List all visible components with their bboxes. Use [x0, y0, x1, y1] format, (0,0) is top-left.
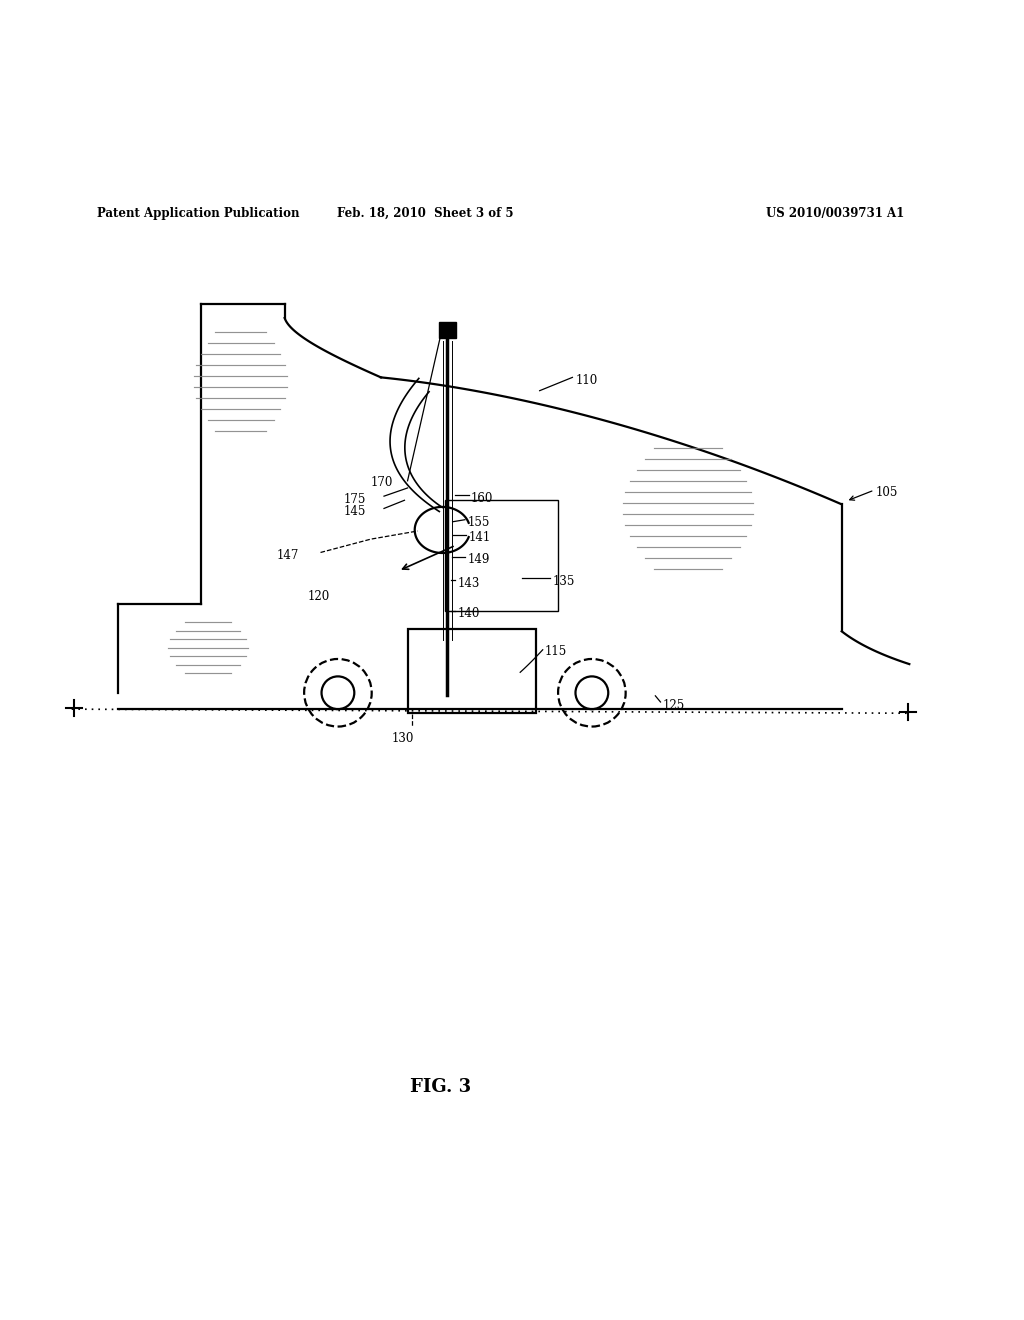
- Text: US 2010/0039731 A1: US 2010/0039731 A1: [766, 207, 904, 220]
- Text: 141: 141: [469, 531, 492, 544]
- Text: 143: 143: [458, 577, 480, 590]
- Text: 120: 120: [307, 590, 330, 603]
- Bar: [439, 322, 456, 338]
- Text: 170: 170: [371, 477, 393, 490]
- Text: 145: 145: [344, 506, 367, 517]
- Bar: [408, 630, 536, 713]
- Text: Feb. 18, 2010  Sheet 3 of 5: Feb. 18, 2010 Sheet 3 of 5: [337, 207, 513, 220]
- Text: 110: 110: [575, 374, 598, 387]
- Text: 147: 147: [276, 549, 299, 562]
- Text: 140: 140: [458, 607, 480, 620]
- Text: 115: 115: [545, 645, 567, 659]
- Text: 130: 130: [391, 731, 414, 744]
- Text: FIG. 3: FIG. 3: [410, 1078, 471, 1096]
- Text: 125: 125: [663, 698, 685, 711]
- Text: 149: 149: [468, 553, 490, 566]
- Text: Patent Application Publication: Patent Application Publication: [97, 207, 300, 220]
- Text: 105: 105: [876, 486, 898, 499]
- Text: 135: 135: [553, 574, 575, 587]
- Text: 155: 155: [468, 516, 490, 529]
- Text: 175: 175: [344, 492, 367, 506]
- Text: 160: 160: [471, 492, 494, 504]
- Bar: [445, 500, 558, 611]
